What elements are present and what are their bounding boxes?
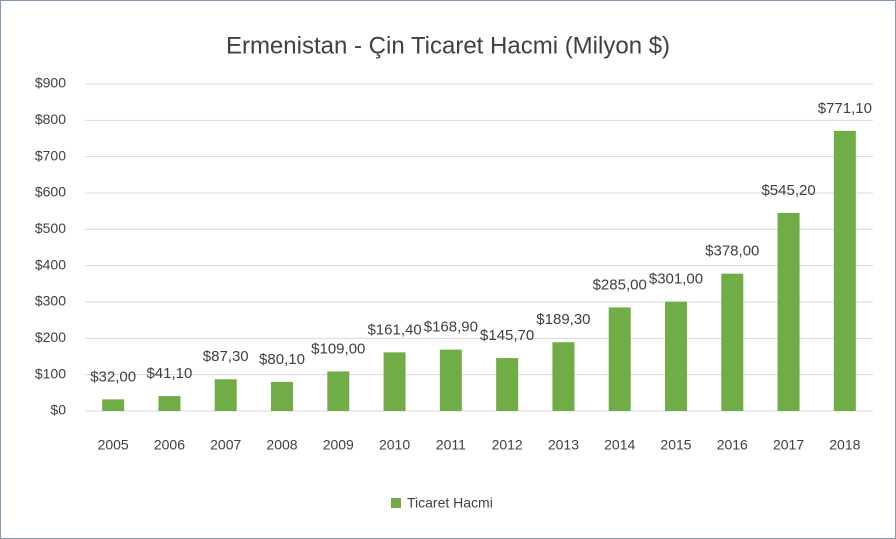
legend-swatch [391, 498, 401, 508]
legend-label: Ticaret Hacmi [407, 495, 493, 511]
data-label: $168,90 [424, 319, 478, 336]
data-label: $545,20 [761, 182, 815, 199]
data-label: $87,30 [203, 348, 249, 365]
y-tick-label: $700 [35, 147, 66, 163]
x-tick-label: 2014 [604, 437, 635, 453]
data-label: $285,00 [593, 276, 647, 293]
bar [833, 130, 856, 411]
data-label: $145,70 [480, 327, 534, 344]
data-label: $32,00 [90, 368, 136, 385]
y-tick-label: $400 [35, 256, 66, 272]
x-tick-label: 2015 [660, 437, 691, 453]
bar [665, 301, 687, 411]
bar [439, 349, 462, 411]
y-tick-label: $0 [50, 402, 66, 418]
bar [721, 273, 744, 411]
x-tick-label: 2011 [436, 437, 466, 453]
data-label: $189,30 [536, 311, 590, 328]
bar [102, 399, 125, 411]
data-label: $378,00 [705, 243, 759, 260]
x-tick-label: 2007 [210, 437, 241, 453]
data-label: $109,00 [311, 340, 365, 357]
data-label: $41,10 [146, 365, 192, 382]
y-tick-label: $800 [35, 111, 66, 127]
x-tick-label: 2009 [323, 437, 354, 453]
bar [327, 371, 350, 411]
x-tick-label: 2005 [98, 437, 129, 453]
y-tick-label: $200 [35, 329, 66, 345]
y-tick-label: $600 [35, 184, 66, 200]
y-tick-label: $900 [35, 75, 66, 91]
x-tick-label: 2012 [492, 437, 523, 453]
y-tick-label: $300 [35, 293, 66, 309]
x-tick-label: 2010 [379, 437, 410, 453]
x-tick-label: 2018 [829, 437, 860, 453]
bar [214, 379, 237, 411]
x-tick-label: 2006 [154, 437, 185, 453]
x-tick-label: 2017 [773, 437, 804, 453]
chart-title: Ermenistan - Çin Ticaret Hacmi (Milyon $… [226, 32, 670, 59]
x-tick-label: 2013 [548, 437, 579, 453]
bar [271, 381, 293, 411]
data-label: $771,10 [818, 100, 872, 117]
bar [383, 352, 406, 411]
data-label: $161,40 [367, 321, 421, 338]
bar [496, 358, 519, 411]
y-tick-label: $100 [35, 365, 66, 381]
y-tick-label: $500 [35, 220, 66, 236]
bar [777, 212, 800, 411]
bar [608, 307, 631, 411]
x-tick-label: 2008 [266, 437, 297, 453]
data-label: $80,10 [259, 351, 305, 368]
x-tick-label: 2016 [717, 437, 748, 453]
bar [158, 396, 181, 411]
bar [552, 342, 575, 411]
data-label: $301,00 [649, 271, 703, 288]
